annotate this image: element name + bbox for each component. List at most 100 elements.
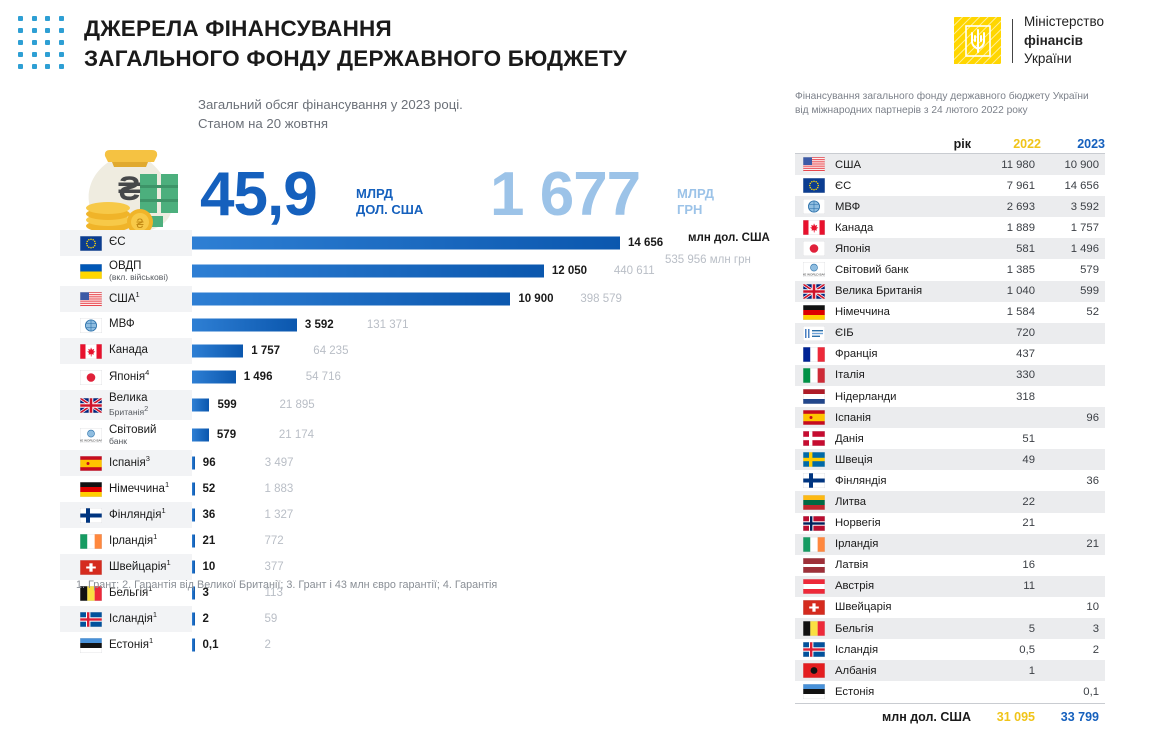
table-row: ЄС 7 961 14 656 <box>795 175 1105 197</box>
table-total-2022: 31 095 <box>996 709 1035 724</box>
chart-row-subname: банк <box>109 435 128 446</box>
chart-row-value-usd: 0,1 <box>202 639 219 651</box>
sweden-flag <box>803 452 825 468</box>
chart-row: Ісландія1 2 59 <box>60 606 780 632</box>
dot <box>18 27 24 33</box>
page-title-line2: ЗАГАЛЬНОГО ФОНДУ ДЕРЖАВНОГО БЮДЖЕТУ <box>84 45 628 71</box>
chart-row-label: Іспанія3 <box>60 450 192 476</box>
chart-row-bar-area: 579 21 174 <box>192 420 780 450</box>
chart-row-value-uah: 54 716 <box>305 371 341 383</box>
chart-row-subname: Британія2 <box>109 404 149 418</box>
chart-row-bar-area: 3 592 131 371 <box>192 312 780 338</box>
table-flag-wrap <box>801 599 827 615</box>
table-country-name: Фінляндія <box>835 474 887 487</box>
austria-flag <box>803 578 825 594</box>
table-cell-2023: 3 <box>1092 622 1099 635</box>
table-flag-wrap <box>801 346 827 362</box>
table-country-name: Велика Британія <box>835 285 923 298</box>
france-flag <box>803 346 825 362</box>
chart-bar <box>192 612 195 626</box>
table-country-name: Світовий банк <box>835 263 909 276</box>
chart-row-name: Велика Британія2 <box>109 392 149 418</box>
table-country-name: Латвія <box>835 559 869 572</box>
table-country-name: Японія <box>835 242 871 255</box>
chart-bar <box>192 344 244 358</box>
table-cell-2022: 21 <box>1022 517 1035 530</box>
table-cell-country: ЄС <box>795 178 977 194</box>
chart-bar <box>192 236 620 250</box>
funding-sources-bar-chart: млн дол. США 535 956 млн грн ЄС 14 656 О… <box>60 230 780 658</box>
chart-row-bar-area: 14 656 <box>192 230 780 256</box>
ukraine-flag <box>80 263 102 279</box>
table-row: Естонія 0,1 <box>795 681 1105 703</box>
chart-header-usd: млн дол. США <box>688 232 770 244</box>
table-flag-wrap <box>801 389 827 405</box>
table-row: Албанія 1 <box>795 660 1105 682</box>
table-cell-2022: 51 <box>1022 432 1035 445</box>
chart-row-name: Іспанія3 <box>109 454 150 470</box>
chart-row: Фінляндія1 36 1 327 <box>60 502 780 528</box>
table-country-name: Естонія <box>835 685 875 698</box>
total-uah-value: 1 677 <box>490 160 641 229</box>
usa-flag <box>80 291 102 307</box>
table-flag-wrap <box>801 367 827 383</box>
table-cell-2023: 1 757 <box>1070 221 1099 234</box>
table-header-year-label: рік <box>953 136 971 151</box>
table-cell-country: Швеція <box>795 452 977 468</box>
chart-row-bar-area: 1 496 54 716 <box>192 364 780 390</box>
table-total-label: млн дол. США <box>882 709 971 724</box>
chart-row-value-uah: 59 <box>264 613 278 625</box>
chart-bar <box>192 318 297 332</box>
money-bag-illustration: ₴ ₴ <box>86 150 178 235</box>
table-cell-2023: 1 496 <box>1070 242 1099 255</box>
table-flag-wrap <box>801 410 827 426</box>
table-row: Швейцарія 10 <box>795 596 1105 619</box>
table-cell-2022: 11 <box>1023 580 1035 593</box>
chart-bar <box>192 534 195 548</box>
chart-row-label: ЄС <box>60 230 192 256</box>
chart-row-bar-area: 12 050 440 611 <box>192 256 780 286</box>
worldbank-logo: THE WORLD BANK <box>80 427 102 443</box>
table-row: Данія 51 <box>795 428 1105 450</box>
chart-row-name: МВФ <box>109 318 135 331</box>
chart-row-value-usd: 14 656 <box>628 237 664 249</box>
chart-row-name: Світовий банк <box>109 423 157 446</box>
chart-row-value-usd: 36 <box>202 509 216 521</box>
table-cell-2022: 1 584 <box>1006 306 1035 319</box>
table-country-name: Ісландія <box>835 643 879 656</box>
chart-row-label: Швейцарія1 <box>60 554 192 580</box>
table-cell-2022: 1 040 <box>1006 285 1035 298</box>
table-cell-2023: 36 <box>1086 474 1099 487</box>
chart-row: Велика Британія2 599 21 895 <box>60 390 780 420</box>
chart-bar <box>192 586 195 600</box>
chart-row-bar-area: 52 1 883 <box>192 476 780 502</box>
dot <box>45 27 51 33</box>
ireland-flag <box>803 536 825 552</box>
dot <box>31 15 37 21</box>
finland-flag <box>803 473 825 489</box>
table-cell-2022: 22 <box>1022 496 1035 509</box>
chart-row-value-uah: 3 497 <box>264 457 294 469</box>
table-row: Італія 330 <box>795 364 1105 386</box>
chart-row: Німеччина1 52 1 883 <box>60 476 780 502</box>
dot <box>45 39 51 45</box>
table-flag-wrap <box>801 283 827 299</box>
estonia-flag <box>80 637 102 653</box>
dot <box>58 27 64 33</box>
table-cell-2022: 581 <box>1016 242 1035 255</box>
chart-row: Ірландія1 21 772 <box>60 528 780 554</box>
table-cell-2022: 1 385 <box>1006 263 1035 276</box>
table-country-name: Італія <box>835 369 865 382</box>
table-country-name: МВФ <box>835 200 861 213</box>
table-cell-2022: 1 889 <box>1006 221 1035 234</box>
table-row: THE WORLD BANK Світовий банк 1 385 579 <box>795 259 1105 281</box>
table-cell-country: Ірландія <box>795 536 977 552</box>
page-header: ДЖЕРЕЛА ФІНАНСУВАННЯ ЗАГАЛЬНОГО ФОНДУ ДЕ… <box>0 0 1162 82</box>
table-cell-country: Франція <box>795 346 977 362</box>
svg-text:₴: ₴ <box>136 216 144 231</box>
total-uah-unit: МЛРД ГРН <box>677 186 714 219</box>
table-cell-2023: 0,1 <box>1083 685 1099 698</box>
table-flag-wrap <box>801 557 827 573</box>
table-row: Латвія 16 <box>795 554 1105 576</box>
chart-row-name: Бельгія1 <box>109 584 153 600</box>
